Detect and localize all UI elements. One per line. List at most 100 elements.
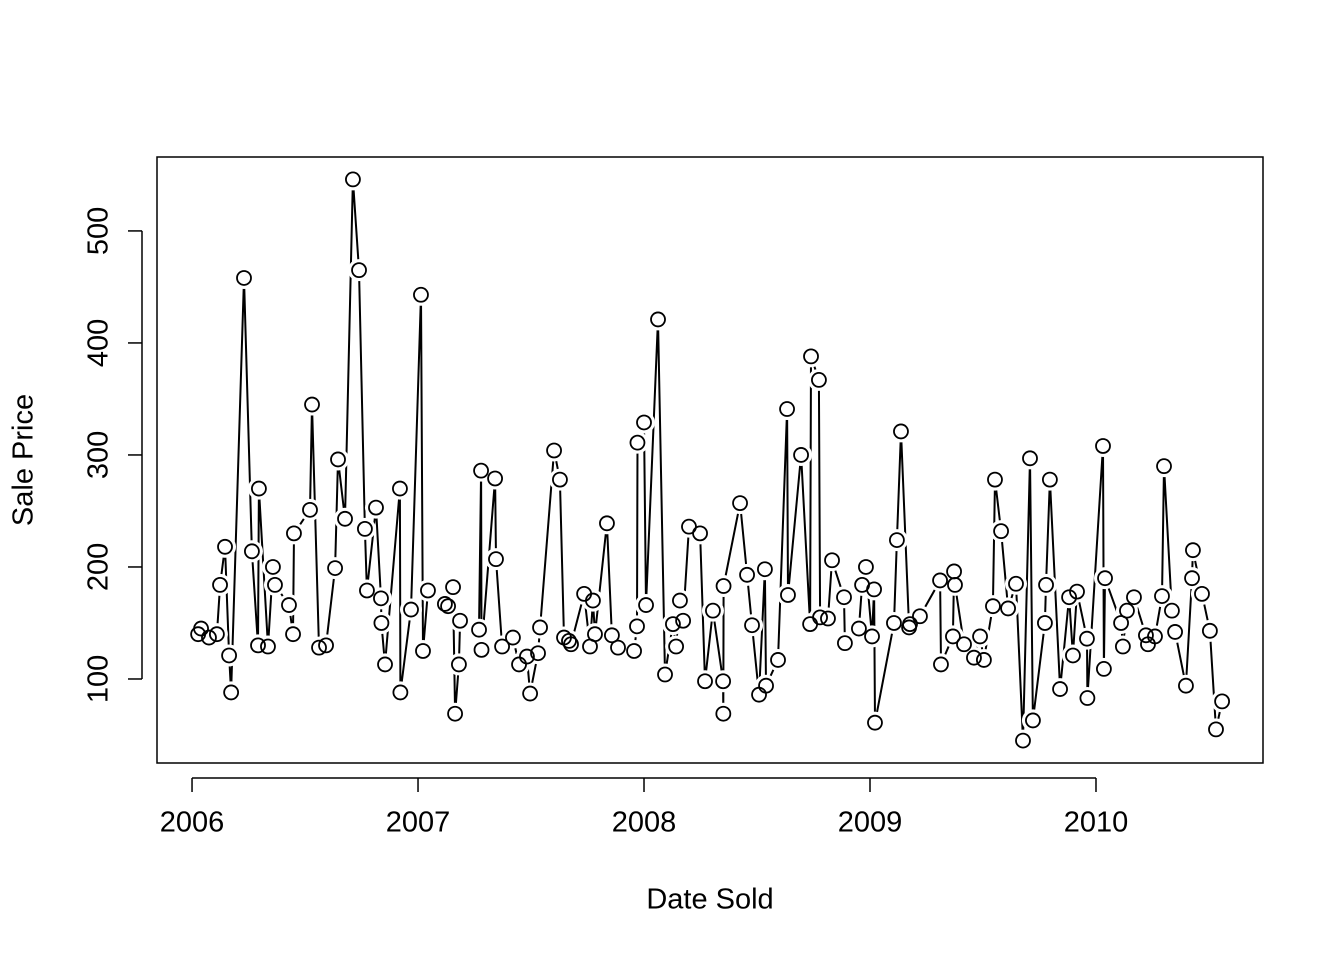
data-point xyxy=(912,608,928,625)
data-point xyxy=(1022,450,1038,467)
data-point xyxy=(377,656,393,673)
x-tick-label: 2009 xyxy=(838,807,903,839)
data-point xyxy=(1113,615,1129,631)
data-point xyxy=(902,616,918,633)
data-point xyxy=(956,636,972,653)
data-point xyxy=(715,673,732,690)
data-point xyxy=(437,596,453,612)
data-point xyxy=(1095,438,1111,454)
data-point xyxy=(803,348,819,365)
data-point xyxy=(744,617,760,634)
data-point xyxy=(373,590,389,607)
data-point xyxy=(867,714,883,731)
data-point xyxy=(403,601,419,618)
data-point xyxy=(285,626,301,643)
data-point xyxy=(420,582,436,599)
data-point xyxy=(473,462,489,479)
data-point xyxy=(1065,647,1081,664)
data-point xyxy=(473,641,490,658)
data-point xyxy=(447,705,463,722)
data-point xyxy=(304,396,320,413)
data-point xyxy=(281,597,297,613)
data-point xyxy=(966,649,982,666)
data-point xyxy=(311,639,327,656)
data-point xyxy=(824,552,840,569)
data-point xyxy=(1008,575,1024,592)
data-point xyxy=(1138,627,1154,644)
data-point xyxy=(629,618,645,635)
data-point xyxy=(415,643,431,659)
data-point xyxy=(985,598,1001,615)
data-point xyxy=(697,673,713,690)
data-point xyxy=(886,615,902,631)
data-point xyxy=(1208,721,1224,738)
data-point xyxy=(451,656,467,673)
data-point xyxy=(487,470,503,487)
data-point xyxy=(692,525,708,542)
data-point xyxy=(244,543,260,560)
data-point xyxy=(1114,638,1131,655)
data-point xyxy=(302,501,318,518)
data-point xyxy=(286,525,302,542)
data-point xyxy=(201,629,217,646)
x-tick-label: 2007 xyxy=(386,807,451,839)
data-point xyxy=(1147,628,1163,645)
data-point xyxy=(837,635,853,652)
data-point xyxy=(1025,712,1041,729)
data-point xyxy=(267,576,283,593)
data-point xyxy=(471,621,487,638)
data-point xyxy=(888,532,905,548)
y-axis-label: Sale Price xyxy=(8,394,40,526)
data-point xyxy=(1096,661,1112,677)
data-point xyxy=(715,705,732,722)
data-point xyxy=(770,652,786,668)
data-point xyxy=(933,656,949,673)
data-point xyxy=(657,666,673,683)
data-line xyxy=(197,179,1224,741)
y-tick-label: 100 xyxy=(83,655,115,703)
data-point xyxy=(715,578,732,594)
data-point xyxy=(522,685,539,702)
data-point xyxy=(820,610,836,627)
data-point xyxy=(1061,589,1077,606)
data-point xyxy=(359,582,375,599)
data-point xyxy=(1156,458,1172,475)
data-point xyxy=(212,576,228,593)
data-point xyxy=(1154,588,1170,604)
plot-frame xyxy=(156,156,1264,764)
x-tick-label: 2010 xyxy=(1064,807,1129,839)
x-tick-label: 2008 xyxy=(612,807,677,839)
y-tick-label: 200 xyxy=(83,543,115,591)
data-point xyxy=(1164,602,1180,619)
data-point xyxy=(739,566,755,583)
data-point xyxy=(626,643,642,659)
data-point xyxy=(836,589,852,606)
data-point xyxy=(638,597,654,613)
y-tick-label: 500 xyxy=(83,207,115,255)
data-point xyxy=(1069,583,1085,600)
data-point xyxy=(1037,615,1053,631)
data-point xyxy=(1041,471,1058,488)
data-point xyxy=(972,628,988,645)
data-point xyxy=(217,538,233,555)
data-point xyxy=(732,495,748,512)
data-point xyxy=(345,171,361,188)
data-point xyxy=(675,612,692,629)
data-point xyxy=(599,515,615,532)
data-point xyxy=(392,684,409,701)
data-point xyxy=(552,471,568,488)
data-point xyxy=(413,286,429,303)
data-point xyxy=(858,559,874,575)
data-point xyxy=(351,262,367,279)
data-point xyxy=(561,633,577,649)
data-point xyxy=(1119,602,1135,619)
data-point xyxy=(1167,624,1183,640)
data-point xyxy=(665,616,681,633)
data-point xyxy=(1079,690,1096,706)
x-tick-label: 2006 xyxy=(160,807,225,839)
data-point xyxy=(505,629,521,646)
data-point xyxy=(1097,570,1113,587)
data-point xyxy=(563,636,579,653)
data-point xyxy=(251,480,267,497)
data-point xyxy=(1079,630,1095,647)
